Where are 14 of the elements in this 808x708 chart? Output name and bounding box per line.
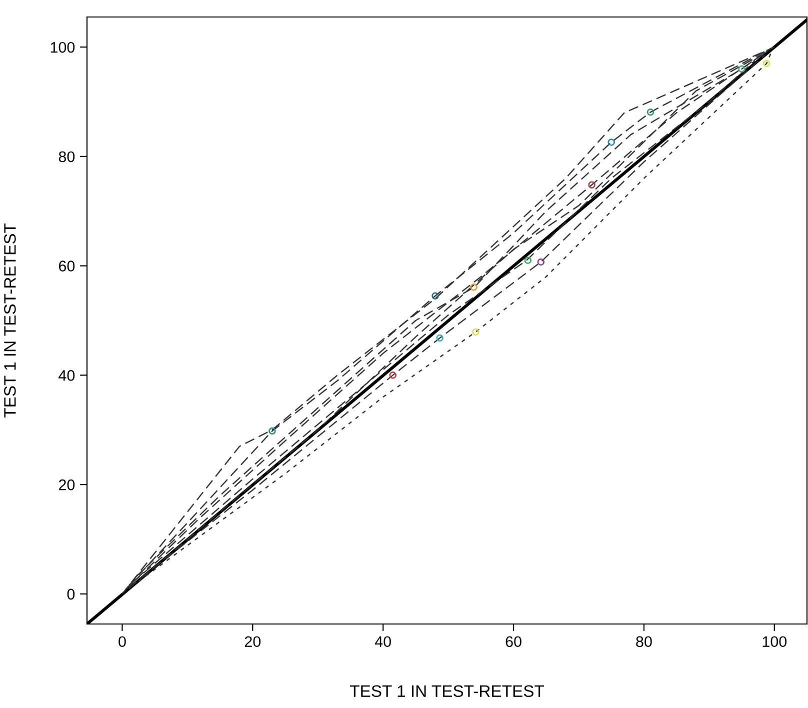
x-tick-label: 100: [762, 636, 787, 648]
x-axis-title: TEST 1 IN TEST-RETEST: [350, 685, 544, 698]
x-tick-label: 80: [636, 636, 652, 648]
x-tick-label: 0: [118, 636, 126, 648]
y-tick-label: 40: [58, 370, 75, 381]
y-axis-title: TEST 1 IN TEST-RETEST: [4, 223, 16, 418]
y-tick-label: 0: [67, 588, 75, 600]
x-tick-label: 40: [374, 636, 391, 648]
y-tick-label: 80: [58, 151, 75, 162]
y-tick-label: 100: [50, 42, 75, 53]
y-tick-label: 60: [58, 260, 75, 272]
y-tick-label: 20: [58, 479, 75, 490]
x-tick-label: 60: [506, 636, 522, 648]
x-tick-label: 20: [244, 636, 261, 648]
